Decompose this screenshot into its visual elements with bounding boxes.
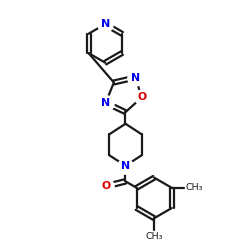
- Text: O: O: [137, 92, 146, 102]
- Text: N: N: [131, 72, 140, 83]
- Text: O: O: [101, 181, 110, 191]
- Text: N: N: [121, 161, 130, 171]
- Text: CH₃: CH₃: [185, 183, 202, 192]
- Text: CH₃: CH₃: [146, 232, 163, 241]
- Text: N: N: [101, 98, 110, 108]
- Text: N: N: [100, 19, 110, 29]
